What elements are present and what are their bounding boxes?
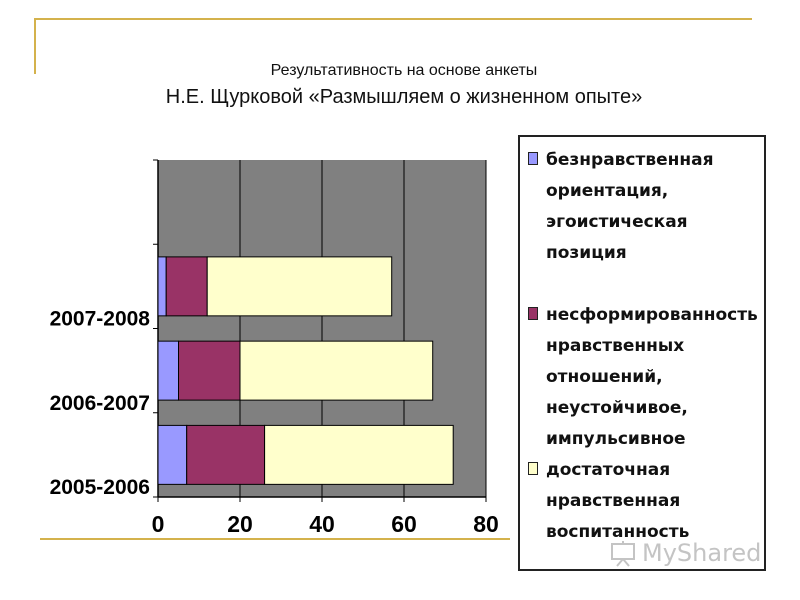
x-tick-label: 40 — [309, 511, 335, 537]
bar-segment — [264, 424, 454, 485]
decorative-bottom-line — [40, 538, 510, 540]
x-tick-label: 60 — [391, 511, 417, 537]
legend-label: достаточная нравственная воспитанность — [546, 460, 690, 542]
bar-segment — [157, 424, 188, 485]
y-category-label: 2007-2008 — [50, 308, 151, 331]
x-tick-label: 20 — [227, 511, 253, 537]
bar-segment — [165, 256, 208, 317]
chart-title-line-1: Результативность на основе анкеты — [270, 62, 538, 79]
presentation-icon — [611, 541, 635, 567]
bar-segment — [239, 340, 434, 401]
chart-legend: безнравственная ориентация, эгоистическа… — [518, 135, 766, 571]
legend-label: несформированность нравственных отношени… — [546, 305, 758, 449]
legend-swatch — [528, 307, 538, 320]
y-category-label: 2006-2007 — [50, 392, 150, 415]
decorative-top-line — [34, 18, 752, 20]
bar-segment — [186, 424, 266, 485]
chart-title-line-2: Н.Е. Щурковой «Размышляем о жизненном оп… — [165, 86, 643, 108]
y-category-label: 2005-2006 — [50, 476, 150, 499]
x-tick-label: 0 — [152, 511, 165, 537]
watermark: MyShared — [608, 537, 766, 571]
bar-segment — [157, 340, 179, 401]
legend-label: безнравственная ориентация, эгоистическа… — [546, 150, 714, 263]
bar-segment — [157, 256, 167, 317]
legend-swatch — [528, 152, 538, 165]
decorative-left-line — [34, 18, 36, 74]
x-tick-label: 80 — [473, 511, 499, 537]
bar-segment — [178, 340, 241, 401]
watermark-text: MyShared — [642, 539, 762, 567]
bar-segment — [206, 256, 393, 317]
legend-swatch — [528, 462, 538, 475]
